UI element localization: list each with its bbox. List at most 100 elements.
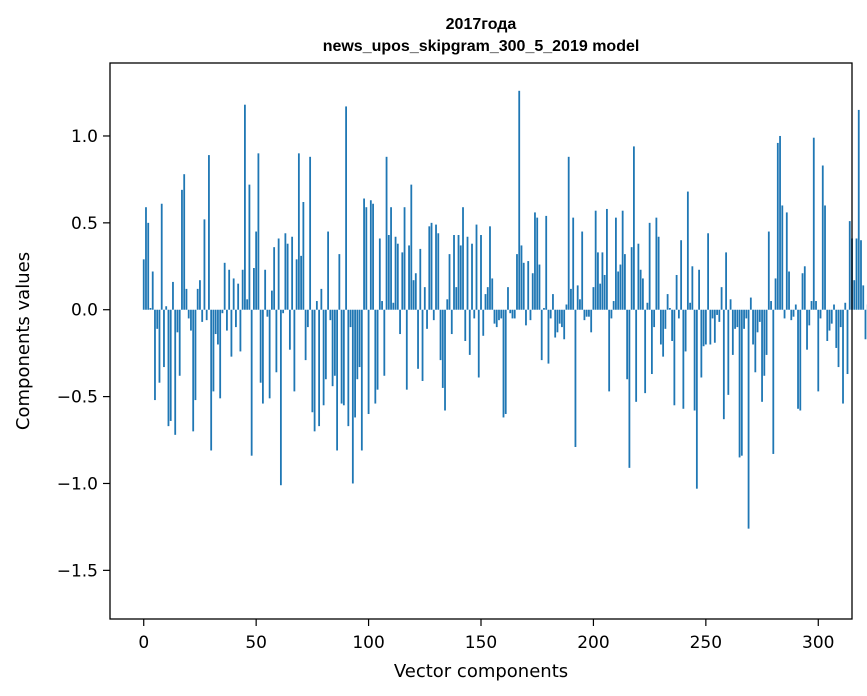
bar-68 xyxy=(295,259,298,310)
bar-287 xyxy=(788,271,790,310)
bar-289 xyxy=(792,309,795,317)
bar-260 xyxy=(727,309,730,395)
bar-257 xyxy=(720,287,723,310)
bar-244 xyxy=(691,266,694,310)
bar-89 xyxy=(342,309,345,406)
bar-22 xyxy=(192,309,195,432)
y-axis-label: Components values xyxy=(13,252,34,430)
bar-197 xyxy=(585,309,588,317)
bar-216 xyxy=(628,309,631,468)
y-tick-label: 1.0 xyxy=(71,127,98,147)
bar-195 xyxy=(581,231,584,310)
bar-57 xyxy=(270,290,273,310)
bar-272 xyxy=(754,309,757,373)
bar-146 xyxy=(471,243,473,310)
bar-223 xyxy=(644,309,647,394)
x-tick-label: 200 xyxy=(577,633,609,653)
bar-120 xyxy=(412,280,415,310)
bar-190 xyxy=(570,288,572,310)
bar-0 xyxy=(142,259,145,310)
bar-29 xyxy=(208,155,210,310)
bar-220 xyxy=(637,243,640,310)
bar-10 xyxy=(165,306,168,310)
bar-224 xyxy=(646,302,649,310)
bar-122 xyxy=(417,309,419,369)
bar-13 xyxy=(172,281,174,310)
bar-52 xyxy=(259,309,262,383)
bar-90 xyxy=(345,106,347,310)
bar-193 xyxy=(576,285,579,310)
x-axis-ticks: 0 50 100 150 200 250 300 xyxy=(138,619,834,653)
bar-67 xyxy=(293,309,296,392)
bar-103 xyxy=(374,309,377,404)
bar-18 xyxy=(183,174,186,310)
bar-189 xyxy=(567,156,570,310)
bar-47 xyxy=(248,184,251,310)
x-tick-label: 300 xyxy=(802,633,834,653)
bar-117 xyxy=(405,309,408,390)
bar-17 xyxy=(181,189,183,310)
bar-261 xyxy=(729,299,732,310)
bar-137 xyxy=(450,309,453,335)
bar-252 xyxy=(709,309,712,345)
bar-59 xyxy=(275,309,278,373)
bar-171 xyxy=(527,261,530,310)
bar-121 xyxy=(414,273,417,310)
bar-228 xyxy=(655,217,658,310)
bar-269 xyxy=(747,309,750,529)
bar-48 xyxy=(250,309,253,456)
bar-233 xyxy=(666,294,669,310)
x-tick-label: 150 xyxy=(465,633,497,653)
bar-11 xyxy=(167,309,170,427)
bar-138 xyxy=(453,235,455,310)
bar-71 xyxy=(302,202,305,310)
bar-304 xyxy=(826,309,829,341)
bar-98 xyxy=(363,198,365,310)
bar-185 xyxy=(558,309,561,324)
bar-217 xyxy=(630,247,633,310)
bar-267 xyxy=(743,309,745,329)
bar-258 xyxy=(722,309,725,420)
bar-243 xyxy=(689,302,692,310)
bar-286 xyxy=(785,212,788,310)
bar-26 xyxy=(201,309,204,322)
bar-19 xyxy=(185,288,188,310)
bar-204 xyxy=(601,252,604,310)
bar-50 xyxy=(255,231,258,310)
bar-53 xyxy=(262,309,264,404)
bar-166 xyxy=(516,254,518,310)
bar-77 xyxy=(315,301,318,310)
bar-12 xyxy=(169,309,172,421)
bar-76 xyxy=(313,309,316,432)
bar-144 xyxy=(466,236,469,310)
bar-35 xyxy=(221,309,224,314)
bar-124 xyxy=(421,309,424,381)
bar-39 xyxy=(230,309,233,357)
bar-282 xyxy=(776,142,779,310)
bar-142 xyxy=(462,207,464,310)
bar-235 xyxy=(671,309,674,341)
bar-314 xyxy=(848,221,851,310)
bar-80 xyxy=(322,309,325,406)
bar-24 xyxy=(196,288,199,310)
bar-99 xyxy=(365,207,368,310)
x-tick-label: 250 xyxy=(690,633,722,653)
bar-153 xyxy=(486,287,489,310)
bar-170 xyxy=(525,309,527,326)
bar-308 xyxy=(835,309,838,348)
bar-227 xyxy=(653,309,656,328)
bar-55 xyxy=(266,309,269,317)
bar-319 xyxy=(860,240,862,310)
bar-56 xyxy=(268,309,271,399)
bar-169 xyxy=(522,262,525,310)
bar-58 xyxy=(273,247,276,310)
bar-147 xyxy=(473,309,476,319)
bar-237 xyxy=(675,274,678,310)
bar-75 xyxy=(311,309,314,413)
bar-115 xyxy=(401,252,404,310)
bar-262 xyxy=(731,309,734,355)
bar-95 xyxy=(356,309,359,380)
bar-106 xyxy=(381,301,383,310)
bar-66 xyxy=(291,236,294,310)
bar-174 xyxy=(534,212,536,310)
